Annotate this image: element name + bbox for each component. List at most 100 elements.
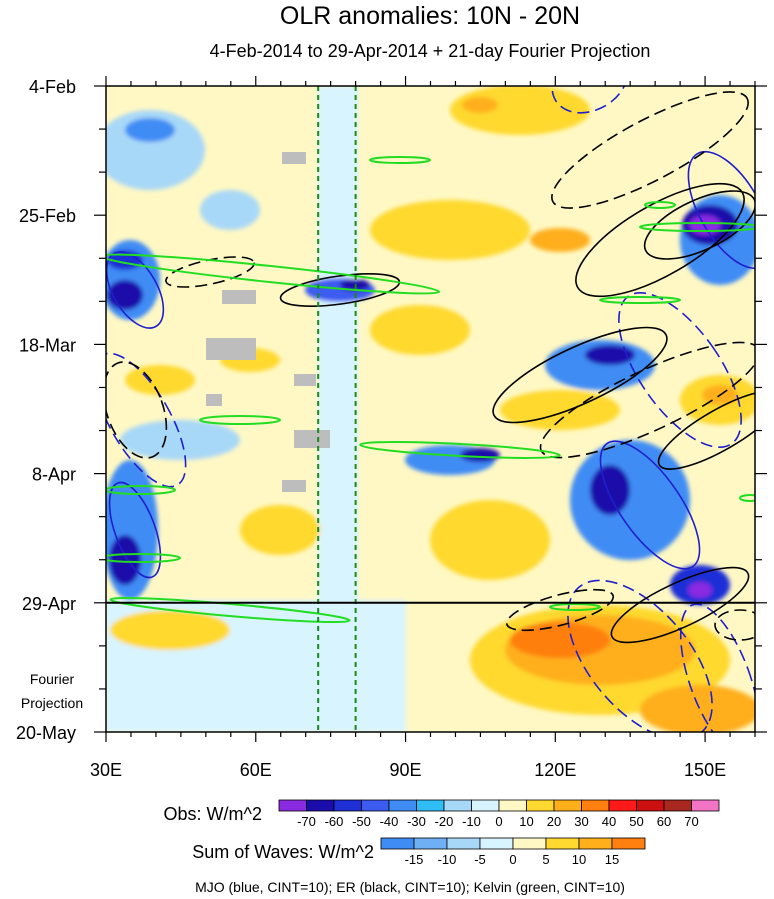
anomaly-patch	[240, 505, 320, 555]
obs-colorbar-swatch	[553, 799, 582, 812]
waves-colorbar-level-label: -5	[474, 852, 486, 867]
obs-colorbar-swatch	[608, 799, 637, 812]
er-contour	[657, 390, 755, 470]
missing-data-box	[282, 152, 306, 164]
mjo-contour	[687, 150, 755, 270]
waves-colorbar-swatch	[545, 837, 580, 850]
kelvin-contour	[106, 485, 176, 495]
obs-colorbar-swatch	[333, 799, 362, 812]
overlay-lines	[106, 86, 755, 732]
waves-colorbar-level-label: -15	[405, 852, 424, 867]
missing-data-box	[222, 290, 256, 304]
y-tick-label: 29-Apr	[22, 594, 76, 614]
y-tick-label: 20-May	[16, 723, 76, 743]
er-contour	[714, 609, 755, 641]
waves-colorbar-swatch	[512, 837, 547, 850]
waves-colorbar-swatch	[446, 837, 481, 850]
kelvin-contour	[644, 201, 676, 209]
kelvin-contour	[739, 494, 755, 502]
kelvin-contour	[639, 222, 755, 232]
y-tick-label: 18-Mar	[19, 335, 76, 355]
anomaly-patch	[370, 305, 470, 355]
waves-colorbar-swatch	[578, 837, 613, 850]
obs-colorbar-swatch	[416, 799, 445, 812]
mjo-contour	[679, 603, 755, 732]
obs-colorbar-swatch	[691, 799, 720, 812]
plot-area	[106, 86, 755, 732]
mjo-contour	[106, 251, 165, 329]
kelvin-contour	[109, 596, 351, 624]
obs-colorbar-level-label: -40	[380, 814, 399, 829]
chart-title: OLR anomalies: 10N - 20N	[280, 2, 580, 30]
missing-data-box	[294, 430, 330, 448]
chart-subtitle: 4-Feb-2014 to 29-Apr-2014 + 21-day Fouri…	[210, 41, 651, 61]
missing-data-box	[282, 480, 306, 492]
obs-colorbar-level-label: -50	[352, 814, 371, 829]
obs-colorbar-level-label: 20	[547, 814, 561, 829]
anomaly-patch	[570, 440, 690, 560]
contour-note: MJO (blue, CINT=10); ER (black, CINT=10)…	[195, 879, 625, 895]
y-axis: 4-Feb 25-Feb 18-Mar 8-Apr 29-Apr 20-May	[16, 77, 767, 743]
anomaly-patch	[430, 500, 550, 580]
obs-colorbar-level-label: 60	[657, 814, 671, 829]
er-contour	[551, 91, 749, 209]
waves-colorbar-swatch	[479, 837, 514, 850]
waves-colorbar-level-label: -10	[438, 852, 457, 867]
waves-colorbar-swatch	[413, 837, 448, 850]
kelvin-contour	[359, 441, 561, 459]
obs-colorbar-level-label: -20	[435, 814, 454, 829]
x-tick-label: 120E	[534, 760, 576, 780]
anomaly-patch	[370, 200, 530, 260]
kelvin-contour	[199, 415, 281, 425]
obs-colorbar-swatch	[581, 799, 610, 812]
anomaly-patch	[110, 610, 230, 650]
kelvin-contour	[369, 156, 431, 164]
obs-colorbar-level-label: 70	[684, 814, 698, 829]
kelvin-contour	[106, 553, 181, 563]
mjo-contour	[108, 481, 162, 579]
anomaly-patch	[510, 622, 610, 658]
missing-data-box	[206, 394, 222, 406]
anomaly-patch	[585, 345, 635, 365]
obs-colorbar-level-label: 30	[574, 814, 588, 829]
obs-colorbar-label: Obs: W/m^2	[164, 804, 262, 824]
obs-colorbar-level-label: 10	[519, 814, 533, 829]
anomaly-patch	[500, 390, 620, 430]
mjo-contour	[599, 440, 701, 570]
missing-data-box	[294, 374, 316, 386]
obs-colorbar-swatch	[388, 799, 417, 812]
obs-colorbar-swatch	[361, 799, 390, 812]
anomaly-patch	[120, 420, 240, 460]
waves-colorbar-level-label: 5	[542, 852, 549, 867]
missing-data	[206, 152, 330, 492]
anomaly-patch	[125, 118, 175, 142]
obs-colorbar: -70 -60 -50 -40 -30 -20 -10 0 10 20 30 40 50 60 70	[278, 799, 720, 829]
obs-colorbar-swatch	[663, 799, 692, 812]
kelvin-contour	[549, 603, 601, 611]
waves-colorbar-label: Sum of Waves: W/m^2	[192, 842, 374, 862]
obs-colorbar-level-label: 50	[629, 814, 643, 829]
waves-colorbar-swatch	[611, 837, 646, 850]
obs-colorbar-swatch	[443, 799, 472, 812]
anomaly-patch	[460, 448, 500, 462]
obs-colorbar-swatch	[278, 799, 307, 812]
mjo-contour	[106, 352, 187, 488]
x-tick-label: 30E	[90, 760, 122, 780]
waves-colorbar: -15 -10 -5 0 5 10 15	[380, 837, 646, 867]
x-axis: 30E 60E 90E 120E 150E	[90, 76, 756, 780]
anomaly-patch	[530, 228, 590, 252]
er-contour	[106, 361, 168, 459]
kelvin-contour	[599, 296, 681, 304]
y-tick-label: 25-Feb	[19, 206, 76, 226]
obs-colorbar-swatch	[498, 799, 527, 812]
x-tick-label: 150E	[684, 760, 726, 780]
obs-colorbar-swatch	[471, 799, 500, 812]
obs-colorbar-level-label: -30	[407, 814, 426, 829]
obs-colorbar-level-label: 0	[495, 814, 502, 829]
anomaly-patch	[640, 685, 755, 732]
obs-colorbar-level-label: -60	[325, 814, 344, 829]
missing-data-box	[206, 338, 256, 360]
obs-colorbar-swatch	[306, 799, 335, 812]
er-contour	[610, 566, 750, 644]
